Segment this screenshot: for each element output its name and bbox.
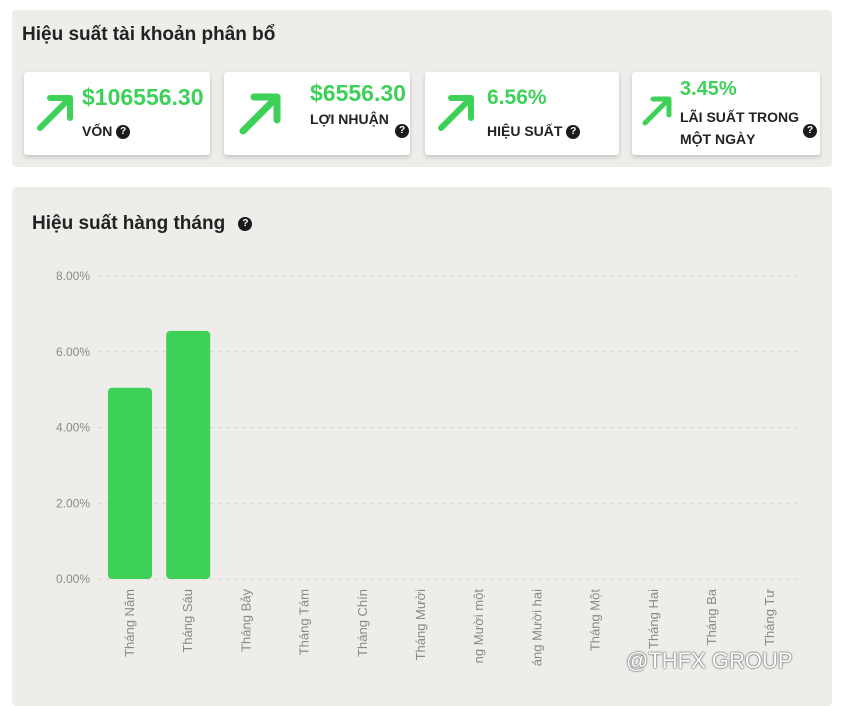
watermark: @THFX GROUP	[626, 648, 793, 673]
bar[interactable]	[108, 387, 152, 579]
x-tick-label: Tháng Bảy	[238, 589, 253, 652]
y-tick-label: 0.00%	[56, 572, 90, 586]
x-tick-label: Tháng Năm	[122, 589, 137, 657]
performance-help-icon[interactable]: ?	[566, 125, 581, 140]
capital-card: $106556.30 VỐN ?	[24, 72, 210, 155]
y-tick-label: 6.00%	[56, 345, 90, 359]
x-tick-label: ng Mười một	[471, 589, 486, 664]
trend-up-arrow-icon	[239, 93, 281, 135]
bar[interactable]	[166, 330, 211, 579]
y-tick-label: 2.00%	[56, 496, 90, 510]
monthly-help-icon[interactable]: ?	[238, 216, 253, 231]
monthly-performance-panel: Hiệu suất hàng tháng ? 0.00% 2.00% 4.00% 6.…	[12, 187, 832, 706]
y-tick-label: 8.00%	[56, 269, 90, 283]
y-tick-label: 4.00%	[56, 421, 90, 435]
x-tick-label: Tháng Chín	[355, 589, 370, 657]
x-tick-label: áng Mười hai	[529, 589, 544, 666]
trend-up-arrow-icon	[642, 96, 672, 126]
daily-rate-label: LÃI SUẤT TRONG MỘT NGÀY	[680, 109, 799, 147]
capital-value: $106556.30	[82, 84, 204, 110]
x-tick-label: Tháng Một	[588, 589, 603, 652]
capital-label: VỐN ?	[82, 120, 131, 142]
daily-rate-value: 3.45%	[680, 78, 737, 100]
x-tick-label: Tháng Ba	[704, 588, 719, 645]
account-performance-title: Hiệu suất tài khoản phân bổ	[22, 24, 276, 45]
trend-up-arrow-icon	[438, 95, 474, 131]
performance-value: 6.56%	[487, 86, 547, 109]
x-tick-label: Tháng Tám	[297, 589, 312, 655]
daily-rate-help-icon[interactable]: ?	[803, 124, 817, 138]
monthly-performance-chart: 0.00% 2.00% 4.00% 6.00% 8.00% Tháng Năm Tháng …	[56, 269, 797, 666]
performance-card: 6.56% HIỆU SUẤT ?	[425, 72, 619, 155]
profit-card: $6556.30 LỢI NHUẬN ?	[224, 72, 410, 155]
account-performance-panel: Hiệu suất tài khoản phân bổ $106556.30 V…	[12, 10, 832, 167]
trend-up-arrow-icon	[37, 95, 73, 131]
x-tick-label: Tháng Tư	[762, 589, 777, 646]
x-tick-label: Tháng Mười	[413, 589, 428, 661]
capital-help-icon[interactable]: ?	[116, 125, 131, 140]
monthly-performance-title: Hiệu suất hàng tháng ?	[32, 213, 253, 235]
daily-rate-card: 3.45% LÃI SUẤT TRONG MỘT NGÀY ?	[632, 72, 820, 155]
performance-label: HIỆU SUẤT ?	[487, 120, 581, 142]
profit-label: LỢI NHUẬN	[310, 111, 389, 127]
profit-help-icon[interactable]: ?	[395, 124, 409, 138]
profit-value: $6556.30	[310, 80, 406, 106]
x-tick-label: Tháng Sáu	[180, 589, 195, 653]
x-tick-label: Tháng Hai	[646, 589, 661, 649]
